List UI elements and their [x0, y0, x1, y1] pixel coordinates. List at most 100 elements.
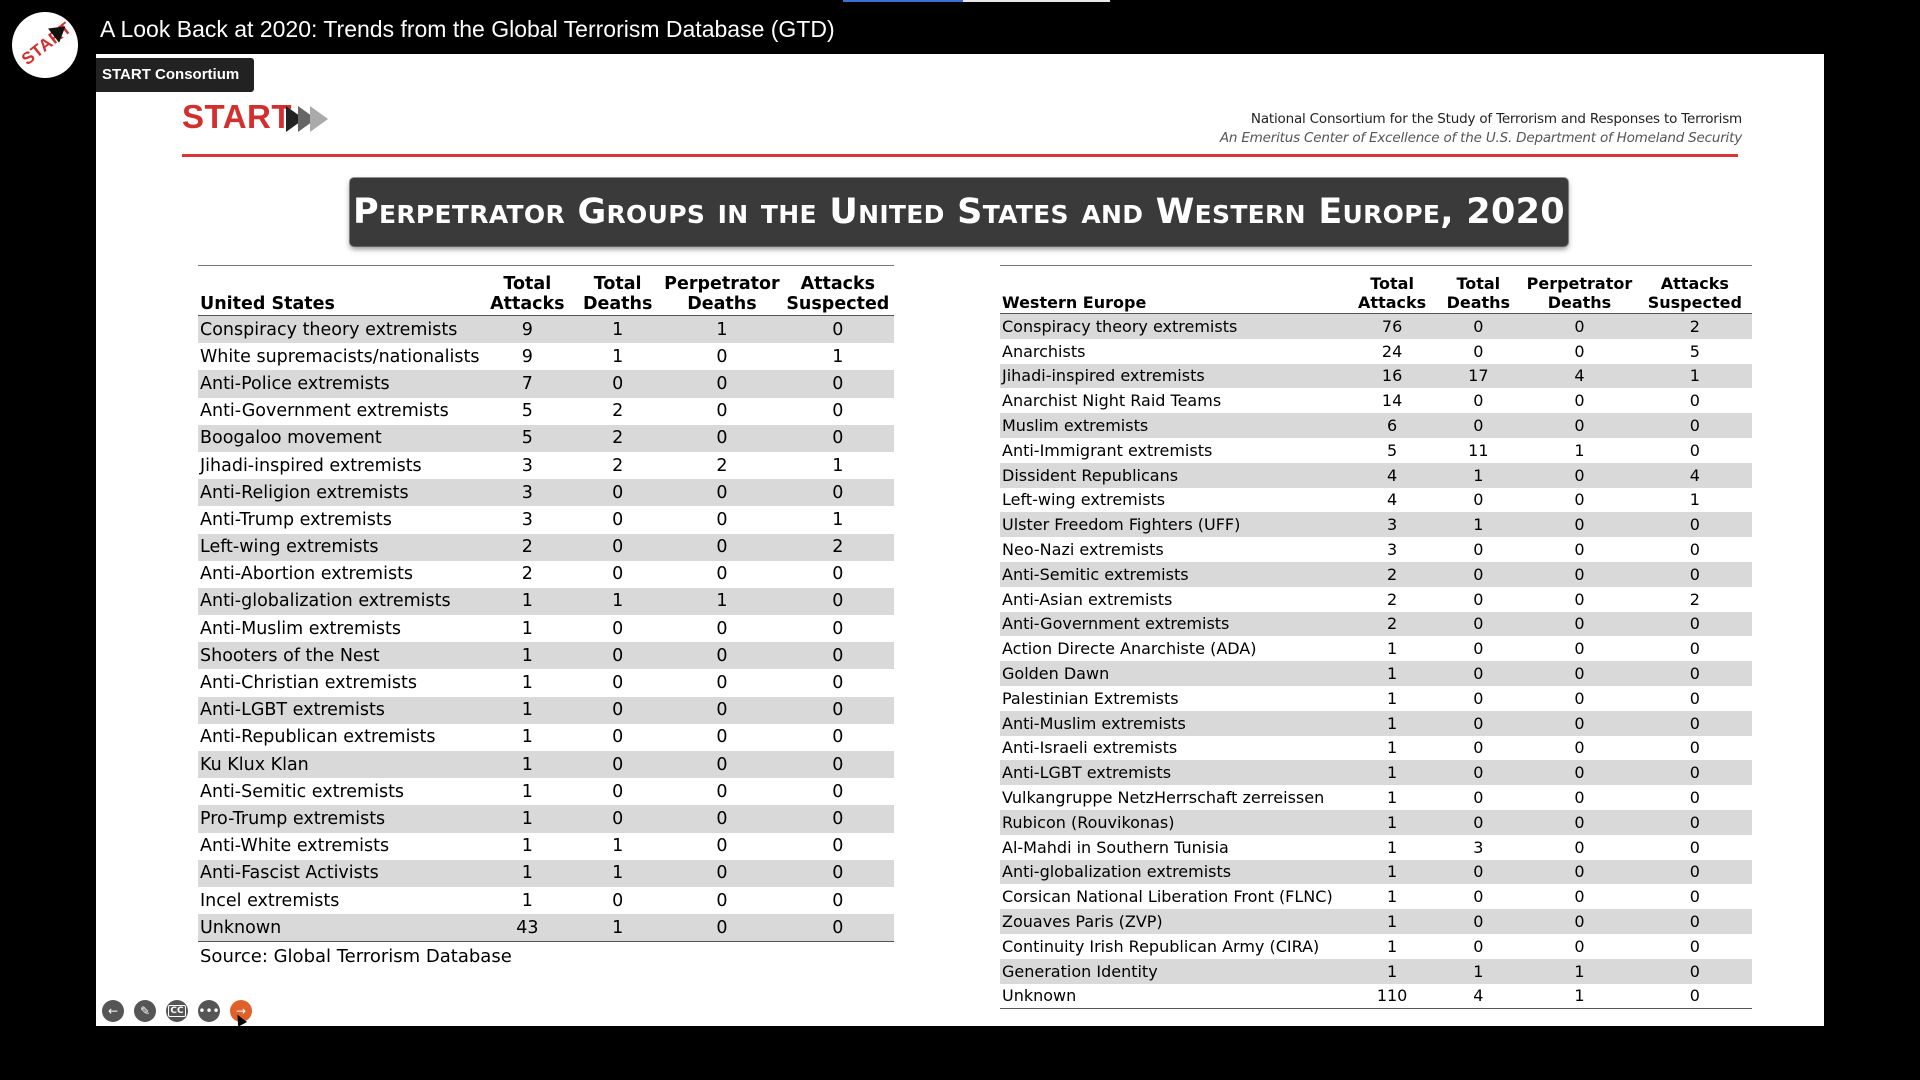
avatar-logo-text: START [17, 18, 76, 69]
value-cell: 1 [1387, 912, 1398, 932]
table-row: Anarchists 24 0 0 5 [1000, 339, 1752, 364]
value-cell: 1 [521, 781, 533, 802]
table-row: Pro-Trump extremists 1 0 0 0 [198, 805, 894, 833]
table-row: Anti-Semitic extremists 1 0 0 0 [198, 778, 894, 805]
channel-name-badge[interactable]: START Consortium [96, 58, 255, 92]
value-cell: 1 [1387, 961, 1398, 981]
more-options-button[interactable]: ••• [198, 1000, 220, 1022]
table-row: Anti-globalization extremists 1 0 0 0 [1000, 859, 1752, 885]
value-cell: 0 [612, 645, 624, 666]
value-cell: 1 [1689, 366, 1700, 386]
consortium-name: National Consortium for the Study of Ter… [1250, 111, 1742, 127]
value-cell: 0 [1473, 788, 1484, 808]
value-cell: 1 [612, 836, 624, 857]
value-cell: 1 [521, 863, 533, 884]
table-row: Ulster Freedom Fighters (UFF) 3 1 0 0 [1000, 512, 1752, 538]
value-cell: 5 [1387, 440, 1398, 460]
value-cell: 0 [716, 808, 728, 829]
video-title[interactable]: A Look Back at 2020: Trends from the Glo… [100, 16, 835, 42]
group-name-cell: Neo-Nazi extremists [1002, 540, 1164, 560]
value-cell: 1 [1387, 862, 1398, 882]
table-row: Anti-LGBT extremists 1 0 0 0 [1000, 760, 1752, 786]
value-cell: 0 [1473, 589, 1484, 609]
group-name-cell: Anti-Christian extremists [200, 673, 417, 694]
table-row: Neo-Nazi extremists 3 0 0 0 [1000, 537, 1752, 562]
value-cell: 1 [1689, 490, 1700, 510]
video-progress-bar[interactable] [843, 0, 1110, 2]
value-cell: 0 [716, 781, 728, 802]
logo-chevron-icon [310, 106, 328, 132]
value-cell: 0 [832, 754, 844, 775]
value-cell: 2 [1689, 316, 1700, 336]
column-header: Total Deaths [573, 265, 663, 316]
value-cell: 11 [1468, 440, 1489, 460]
group-name-cell: Action Directe Anarchiste (ADA) [1002, 639, 1257, 659]
value-cell: 0 [1473, 639, 1484, 659]
group-name-cell: Anti-Trump extremists [200, 509, 392, 530]
value-cell: 0 [1574, 391, 1585, 411]
table-row: Anti-Semitic extremists 2 0 0 0 [1000, 561, 1752, 587]
previous-button[interactable]: ← [102, 1000, 124, 1022]
group-name-cell: Al-Mahdi in Southern Tunisia [1002, 837, 1229, 857]
table-row: Shooters of the Nest 1 0 0 0 [198, 642, 894, 670]
value-cell: 5 [521, 428, 533, 449]
group-name-cell: Left-wing extremists [200, 537, 379, 558]
table-row: Anti-Police extremists 7 0 0 0 [198, 370, 894, 398]
value-cell: 1 [1387, 837, 1398, 857]
value-cell: 0 [1689, 912, 1700, 932]
channel-avatar[interactable]: START [12, 12, 78, 78]
header-divider [182, 154, 1738, 157]
value-cell: 9 [521, 346, 533, 367]
group-name-cell: Anti-White extremists [200, 836, 390, 857]
group-name-cell: Zouaves Paris (ZVP) [1002, 912, 1163, 932]
table-row: Vulkangruppe NetzHerrschaft zerreissen 1 0… [1000, 785, 1752, 810]
group-name-cell: Anti-Abortion extremists [200, 564, 414, 585]
captions-button[interactable]: CC [166, 1000, 188, 1022]
value-cell: 4 [1435, 983, 1522, 1010]
value-cell: 1 [521, 754, 533, 775]
group-name-cell: Anti-Government extremists [200, 401, 449, 422]
group-name-cell: Ulster Freedom Fighters (UFF) [1002, 515, 1241, 535]
value-cell: 1 [1387, 738, 1398, 758]
value-cell: 0 [1574, 738, 1585, 758]
source-note: Source: Global Terrorism Database [200, 946, 512, 967]
value-cell: 0 [1637, 983, 1752, 1010]
value-cell: 1 [1574, 440, 1585, 460]
slide-title-banner: Perpetrator Groups in the United States … [350, 178, 1568, 246]
value-cell: 4 [1574, 366, 1585, 386]
group-name-cell: Anti-Fascist Activists [200, 863, 379, 884]
value-cell: 2 [1387, 589, 1398, 609]
table-row: Al-Mahdi in Southern Tunisia 1 3 0 0 [1000, 835, 1752, 860]
value-cell: 0 [1689, 837, 1700, 857]
group-name-cell: Rubicon (Rouvikonas) [1002, 812, 1175, 832]
value-cell: 0 [716, 727, 728, 748]
value-cell: 1 [1387, 639, 1398, 659]
value-cell: 1 [716, 591, 728, 612]
value-cell: 2 [521, 537, 533, 558]
value-cell: 0 [716, 482, 728, 503]
value-cell: 0 [612, 537, 624, 558]
value-cell: 0 [716, 673, 728, 694]
column-header: Attacks Suspected [781, 265, 894, 316]
value-cell: 1 [1387, 713, 1398, 733]
value-cell: 2 [1689, 589, 1700, 609]
table-row: Golden Dawn 1 0 0 0 [1000, 661, 1752, 686]
group-name-cell: Anti-Semitic extremists [200, 781, 405, 802]
value-cell: 0 [1574, 564, 1585, 584]
value-cell: 14 [1381, 391, 1403, 411]
start-logo-text: START [182, 98, 293, 135]
pen-tool-button[interactable]: ✎ [134, 1000, 156, 1022]
value-cell: 1 [832, 455, 844, 476]
value-cell: 0 [716, 890, 728, 911]
value-cell: 0 [832, 863, 844, 884]
table-row: Anti-Muslim extremists 1 0 0 0 [1000, 710, 1752, 736]
value-cell: 0 [612, 618, 624, 639]
value-cell: 2 [1387, 614, 1398, 634]
value-cell: 0 [716, 618, 728, 639]
value-cell: 4 [1387, 490, 1398, 510]
value-cell: 0 [1689, 614, 1700, 634]
value-cell: 0 [1689, 887, 1700, 907]
group-name-cell: Boogaloo movement [200, 428, 382, 449]
next-button[interactable]: → [230, 1000, 252, 1022]
value-cell: 76 [1381, 316, 1403, 336]
